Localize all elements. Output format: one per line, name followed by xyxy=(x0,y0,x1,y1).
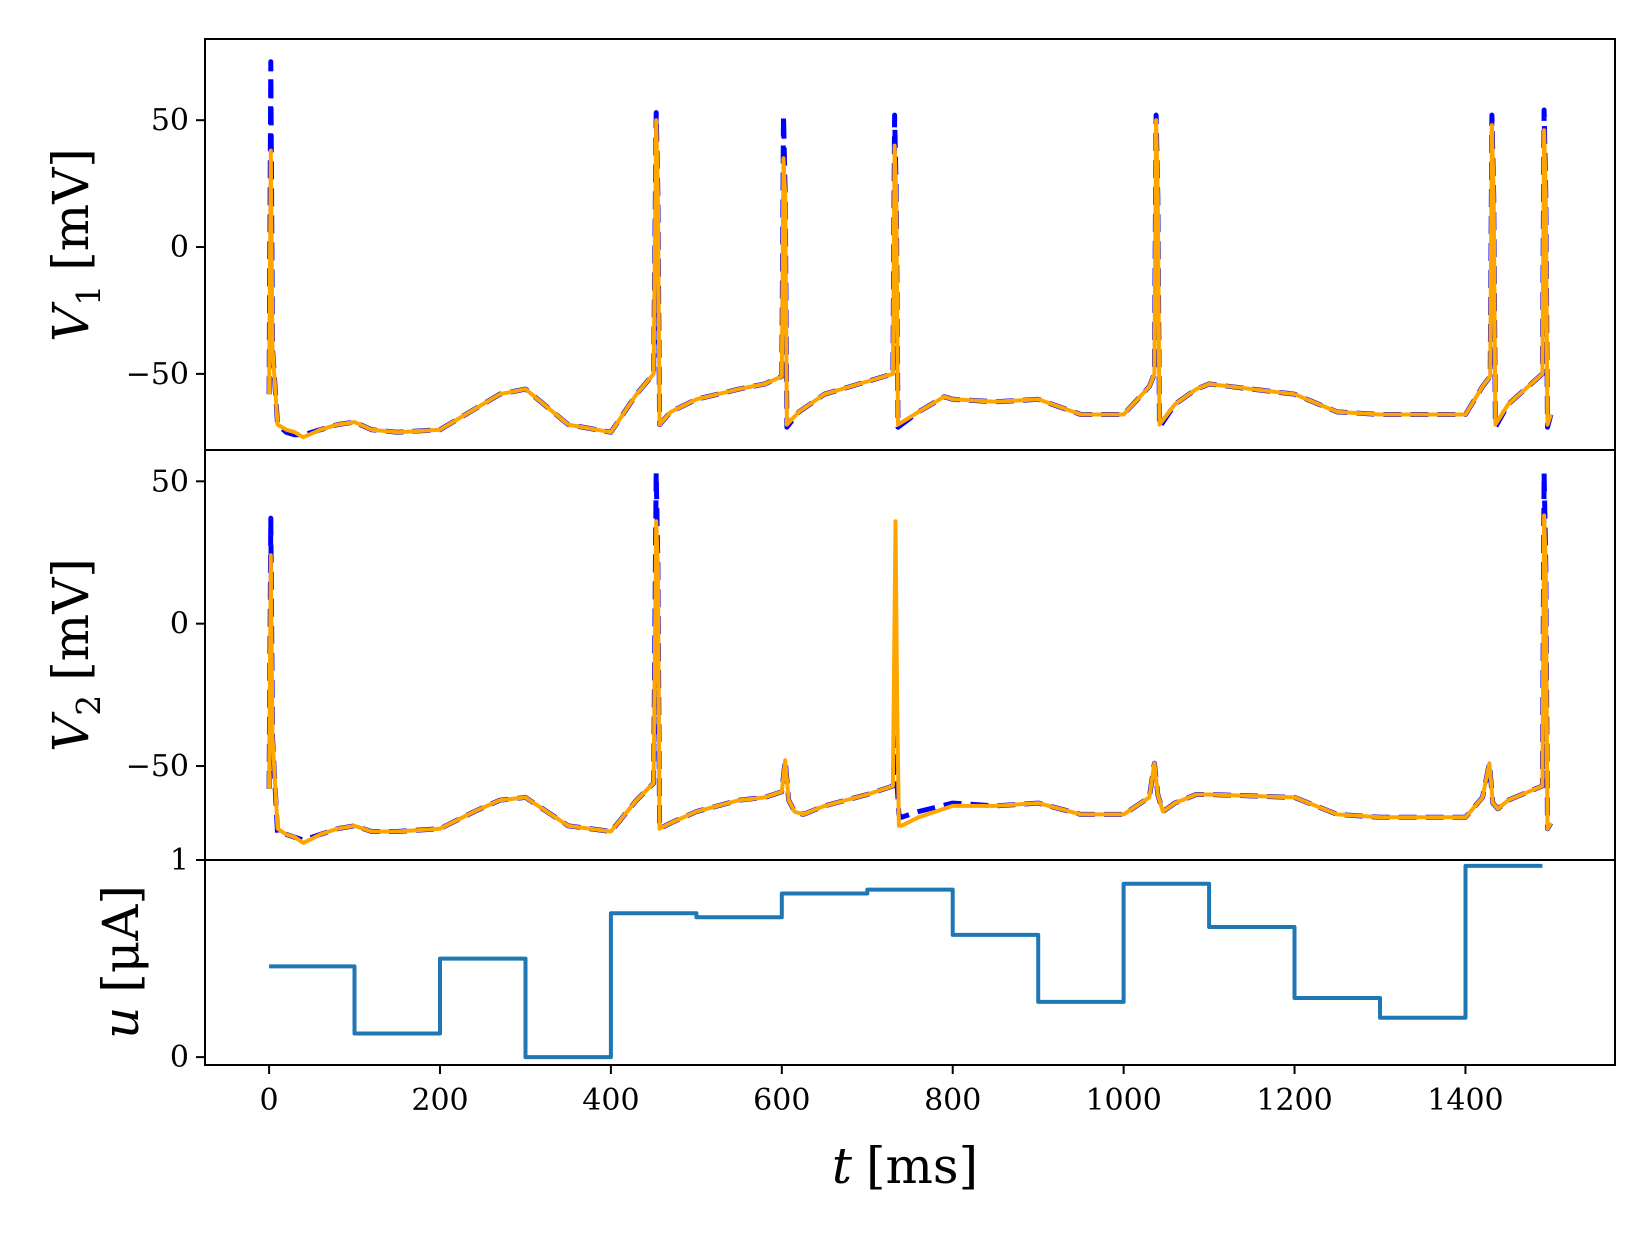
u-series-group xyxy=(269,863,1543,1060)
u-axes-frame xyxy=(204,859,1616,1066)
series-V1-model xyxy=(267,118,1553,440)
V1-ytick-label: 50 xyxy=(151,103,189,138)
v2-ylabel-sub: 2 xyxy=(69,695,108,716)
xtick-label: 800 xyxy=(924,1083,981,1118)
u-ylabel-unit: [μA] xyxy=(92,885,150,993)
v2-ylabel-main: V xyxy=(42,711,100,752)
xtick-label: 1200 xyxy=(1256,1083,1332,1118)
v1-ylabel: V1 [mV] xyxy=(42,148,108,342)
xlabel-unit: [ms] xyxy=(866,1137,978,1195)
v2-ylabel: V2 [mV] xyxy=(42,558,108,752)
panel-u: 10 0 200 400 600 800 1000 1200 1400 u[μA] t [ms] xyxy=(92,843,1616,1195)
u-ytick-label: 0 xyxy=(170,1040,189,1075)
u-ytick-label: 1 xyxy=(170,843,189,878)
series-V1-reference xyxy=(266,59,1554,438)
V1-ytick-label: −50 xyxy=(126,357,189,392)
V2-ytick-label: 50 xyxy=(151,464,189,499)
xtick-label: 400 xyxy=(582,1083,639,1118)
series-u-u xyxy=(269,863,1543,1060)
v1-ylabel-unit: [mV] xyxy=(42,148,100,271)
xtick-label: 0 xyxy=(260,1083,279,1118)
v1-y-ticks: 50 0 −50 xyxy=(126,103,205,392)
x-ticks: 0 200 400 600 800 1000 1200 1400 xyxy=(260,1065,1504,1118)
V2-ytick-label: 0 xyxy=(170,607,189,642)
u-ylabel-main: u xyxy=(92,1007,150,1039)
V1-ytick-label: 0 xyxy=(170,230,189,265)
xlabel-main: t xyxy=(832,1137,853,1195)
v2-series-group xyxy=(266,470,1554,845)
u-y-ticks: 10 xyxy=(170,843,205,1075)
v1-axes-frame xyxy=(204,38,1616,451)
series-V2-model xyxy=(267,513,1553,845)
v1-ylabel-sub: 1 xyxy=(69,285,108,306)
xlabel: t [ms] xyxy=(832,1137,978,1195)
xtick-label: 1000 xyxy=(1085,1083,1161,1118)
xtick-label: 600 xyxy=(753,1083,810,1118)
v2-y-ticks: 50 0 −50 xyxy=(126,464,205,784)
xtick-label: 200 xyxy=(411,1083,468,1118)
panel-v1: 50 0 −50 V1 [mV] xyxy=(42,38,1616,451)
v2-ylabel-unit: [mV] xyxy=(42,558,100,681)
v1-ylabel-main: V xyxy=(42,301,100,342)
panel-v2: 50 0 −50 V2 [mV] xyxy=(42,449,1616,861)
xtick-label: 1400 xyxy=(1427,1083,1503,1118)
u-ylabel: u [μA] xyxy=(92,885,150,1039)
v1-series-group xyxy=(266,59,1554,440)
v2-axes-frame xyxy=(204,449,1616,861)
V2-ytick-label: −50 xyxy=(126,749,189,784)
series-V2-reference xyxy=(266,470,1554,843)
